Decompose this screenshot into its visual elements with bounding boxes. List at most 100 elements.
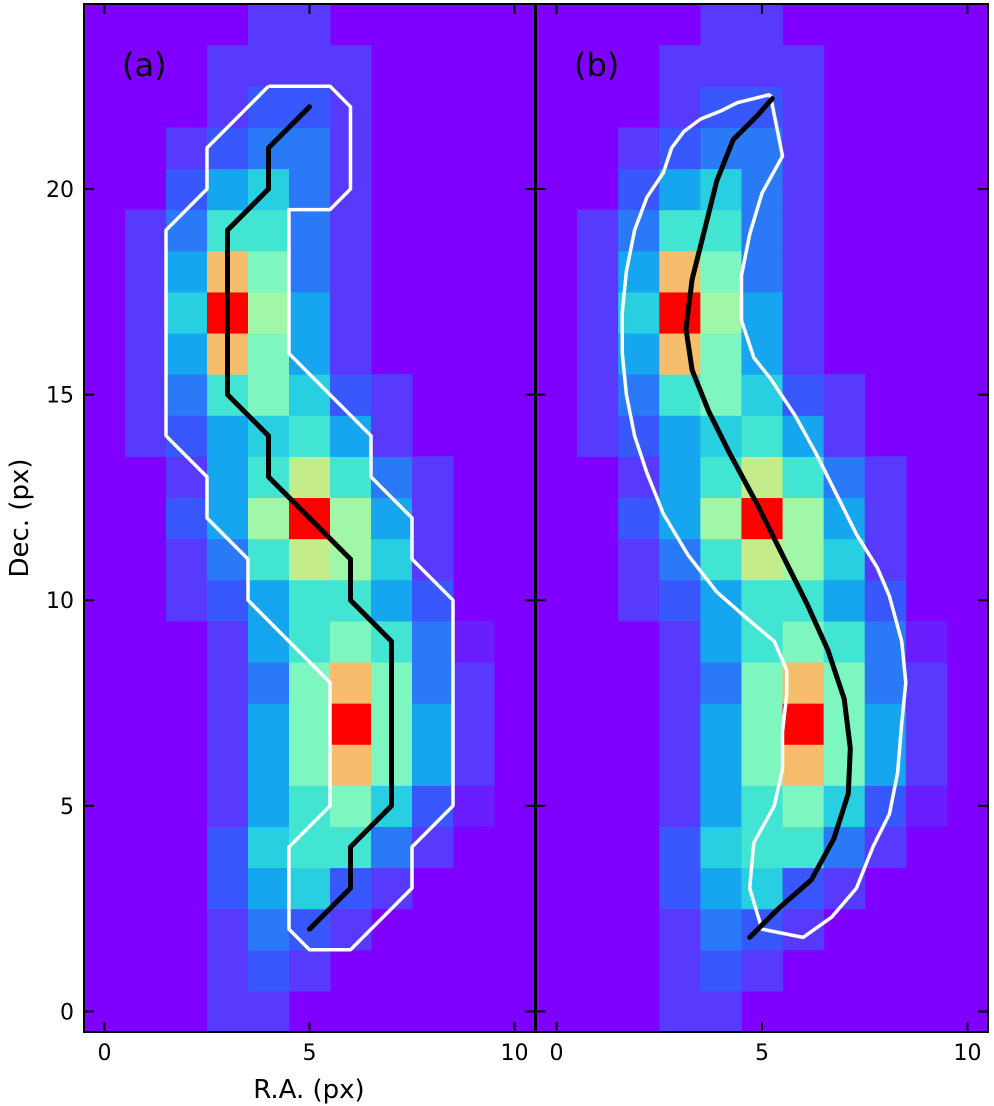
heatmap-cell <box>741 620 784 663</box>
heatmap-cell <box>207 538 249 581</box>
heatmap-cell <box>782 703 825 745</box>
heatmap-cell <box>782 250 825 293</box>
heatmap-cell <box>782 908 825 951</box>
heatmap-cell <box>166 209 208 252</box>
heatmap-cell <box>659 332 701 375</box>
heatmap-cell <box>823 374 866 416</box>
heatmap-cell <box>207 86 249 128</box>
heatmap-cell <box>207 744 249 786</box>
heatmap-cell <box>166 168 208 211</box>
heatmap-cell <box>207 826 249 869</box>
heatmap-cell <box>453 785 495 827</box>
heatmap-cell <box>659 867 701 910</box>
heatmap-cell <box>700 703 743 745</box>
heatmap-cell <box>289 867 331 910</box>
heatmap-cell <box>207 497 249 540</box>
heatmap-cell <box>618 127 660 170</box>
heatmap-cell <box>248 332 290 375</box>
heatmap-cell <box>659 826 701 869</box>
heatmap-cell <box>905 620 948 663</box>
heatmap-cell <box>330 908 372 951</box>
heatmap-cell <box>453 661 495 704</box>
heatmap-cell <box>330 45 372 87</box>
heatmap-cell <box>782 415 825 457</box>
ticks-a <box>84 4 535 1032</box>
heatmap-cell <box>700 949 743 992</box>
y-tick-label: 10 <box>46 589 74 614</box>
heatmap-cell <box>289 620 331 663</box>
heatmap-cell <box>905 785 948 827</box>
heatmap-cell <box>248 209 290 252</box>
heatmap-cell <box>207 867 249 910</box>
heatmap-cell <box>289 45 331 87</box>
heatmap-cell <box>700 579 743 622</box>
heatmap-cell <box>864 661 907 704</box>
heatmap-cell <box>289 374 331 416</box>
x-axis-label: R.A. (px) <box>253 1075 364 1105</box>
heatmap-cell <box>700 45 743 87</box>
heatmap-cell <box>659 86 701 128</box>
heatmap-cell <box>782 785 825 827</box>
heatmap-cell <box>248 744 290 786</box>
heatmap-cell <box>659 744 701 786</box>
heatmap-cell <box>453 744 495 786</box>
heatmap-cell <box>248 45 290 87</box>
heatmap-cell <box>864 456 907 499</box>
heatmap-cell <box>782 538 825 581</box>
heatmap-cell <box>453 620 495 663</box>
heatmap-cell <box>700 4 743 46</box>
heatmap-cell <box>412 785 454 827</box>
heatmap-cell <box>659 209 701 252</box>
heatmap-cell <box>166 538 208 581</box>
heatmap-cell <box>577 374 619 416</box>
heatmap-cell <box>371 415 413 457</box>
heatmap-cell <box>248 86 290 128</box>
heatmap-cell <box>248 538 290 581</box>
heatmap-cell <box>577 332 619 375</box>
ticks-b <box>536 4 988 1032</box>
heatmap-cell <box>659 415 701 457</box>
heatmap-cell <box>700 990 743 1033</box>
heatmap-cell <box>782 332 825 375</box>
contour-a <box>164 84 455 952</box>
heatmap-cell <box>371 456 413 499</box>
heatmap-cell <box>741 415 784 457</box>
heatmap-cell <box>207 579 249 622</box>
heatmap-cell <box>823 415 866 457</box>
heatmap-cell <box>577 291 619 334</box>
heatmap-cell <box>248 990 290 1033</box>
heatmap-cell <box>741 45 784 87</box>
heatmap-cell <box>248 250 290 293</box>
heatmap-cell <box>166 332 208 375</box>
heatmap-cell <box>741 661 784 704</box>
frame-b <box>535 3 989 1033</box>
heatmap-cell <box>412 744 454 786</box>
heatmap-cell <box>782 826 825 869</box>
heatmap-a <box>84 4 535 1033</box>
heatmap-cell <box>125 209 167 252</box>
heatmap-cell <box>248 661 290 704</box>
heatmap-cell <box>248 785 290 827</box>
heatmap-cell <box>905 661 948 704</box>
heatmap-cell <box>700 867 743 910</box>
x-tick-label: 0 <box>98 1041 112 1066</box>
heatmap-cell <box>371 826 413 869</box>
heatmap-cell <box>248 703 290 745</box>
heatmap-cell <box>166 579 208 622</box>
heatmap-cell <box>782 209 825 252</box>
heatmap-cell <box>207 415 249 457</box>
heatmap-cell <box>412 497 454 540</box>
y-tick-label: 15 <box>46 384 74 409</box>
heatmap-cell <box>207 908 249 951</box>
heatmap-cell <box>412 703 454 745</box>
heatmap-cell <box>412 456 454 499</box>
heatmap-cell <box>577 250 619 293</box>
y-tick-label: 0 <box>60 1000 74 1025</box>
heatmap-cell <box>166 374 208 416</box>
heatmap-cell <box>782 374 825 416</box>
heatmap-cell <box>700 291 743 334</box>
heatmap-cell <box>577 415 619 457</box>
heatmap-cell <box>330 209 372 252</box>
heatmap-cell <box>330 374 372 416</box>
heatmap-cell <box>782 744 825 786</box>
